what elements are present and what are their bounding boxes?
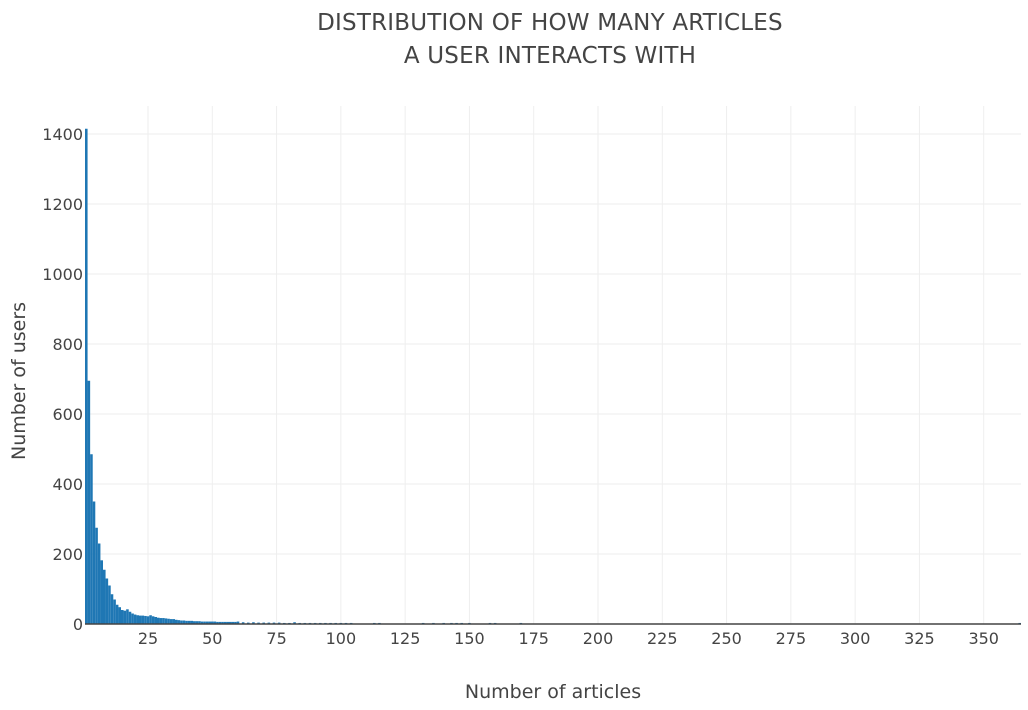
histogram-bar — [139, 615, 142, 624]
histogram-bar — [159, 618, 163, 624]
histogram-bar — [182, 620, 186, 624]
x-tick-label: 25 — [138, 629, 158, 648]
bar-layer — [85, 128, 1021, 624]
histogram-bar — [118, 607, 121, 624]
histogram-bar — [113, 599, 116, 624]
histogram-bar — [231, 621, 235, 624]
histogram-bar — [115, 604, 119, 624]
tick-layer: 25 50 75 100 125 150 175 200 225 250 275 300 325 350 0… — [42, 125, 999, 648]
histogram-bar — [146, 616, 150, 624]
x-axis-label: Number of articles — [464, 681, 642, 703]
histogram-bar — [205, 621, 209, 624]
histogram-bar — [123, 610, 127, 624]
histogram-bar — [200, 621, 204, 624]
histogram-bar — [126, 609, 129, 624]
histogram-bar — [87, 380, 91, 624]
x-tick-label: 200 — [583, 629, 614, 648]
histogram-bar — [208, 621, 211, 624]
histogram-bar — [136, 615, 139, 624]
x-tick-label: 275 — [776, 629, 807, 648]
histogram-bar — [203, 621, 206, 624]
histogram-bar — [97, 543, 101, 624]
histogram-bar — [164, 618, 168, 624]
x-tick-label: 125 — [390, 629, 421, 648]
histogram-bar — [92, 501, 96, 624]
y-tick-label: 0 — [73, 615, 83, 634]
histogram-bar — [157, 617, 160, 624]
histogram-bar — [85, 128, 88, 624]
histogram-bar — [149, 615, 152, 624]
y-tick-label: 1000 — [42, 265, 83, 284]
histogram-bar — [234, 621, 237, 624]
histogram-bar — [293, 622, 296, 624]
histogram-bar — [190, 620, 193, 624]
histogram-bar — [95, 527, 98, 624]
histogram-bar — [226, 621, 229, 624]
x-tick-label: 225 — [647, 629, 678, 648]
histogram-bar — [187, 620, 191, 624]
histogram-bar — [236, 621, 240, 624]
histogram-bar — [195, 621, 199, 624]
histogram-bar — [100, 560, 103, 624]
histogram-bar — [141, 615, 145, 624]
histogram-bar — [180, 620, 183, 624]
histogram-bar — [172, 619, 175, 624]
histogram-bar — [121, 610, 124, 624]
y-tick-label: 1200 — [42, 195, 83, 214]
x-tick-label: 50 — [202, 629, 222, 648]
histogram-bar — [169, 619, 173, 624]
histogram-bar — [144, 615, 147, 624]
x-tick-label: 150 — [454, 629, 485, 648]
histogram-bar — [216, 621, 219, 624]
chart-title-line-1: DISTRIBUTION OF HOW MANY ARTICLES — [317, 10, 783, 36]
histogram-bar — [185, 620, 188, 624]
histogram-bar — [154, 617, 157, 624]
y-tick-label: 400 — [52, 475, 83, 494]
x-tick-label: 75 — [266, 629, 286, 648]
histogram-bar — [90, 454, 93, 624]
histogram-bar — [103, 569, 106, 624]
histogram-bar — [110, 594, 114, 624]
histogram-bar — [213, 621, 217, 624]
histogram-bar — [133, 614, 137, 624]
x-tick-label: 100 — [326, 629, 357, 648]
y-tick-label: 1400 — [42, 125, 83, 144]
histogram-bar — [177, 620, 181, 624]
histogram-bar — [162, 618, 165, 624]
x-tick-label: 175 — [518, 629, 549, 648]
y-tick-label: 600 — [52, 405, 83, 424]
histogram-bar — [151, 616, 155, 624]
chart-title-line-2: A USER INTERACTS WITH — [403, 43, 697, 69]
y-tick-label: 800 — [52, 335, 83, 354]
histogram-bar — [223, 621, 227, 624]
x-tick-label: 325 — [904, 629, 935, 648]
histogram-bar — [198, 621, 201, 624]
histogram-bar — [221, 621, 224, 624]
y-tick-label: 200 — [52, 545, 83, 564]
histogram-bar — [218, 621, 222, 624]
histogram-bar — [167, 618, 170, 624]
histogram-bar — [241, 622, 245, 624]
histogram-bar — [131, 613, 134, 624]
histogram-bar — [211, 621, 214, 624]
x-tick-label: 350 — [968, 629, 999, 648]
histogram-bar — [105, 578, 109, 624]
y-axis-label: Number of users — [8, 301, 30, 460]
histogram-bar — [229, 621, 232, 624]
grid-layer — [85, 106, 1021, 624]
histogram-bar — [193, 621, 196, 624]
histogram-bar — [128, 611, 132, 624]
histogram-bar — [252, 622, 255, 624]
x-tick-label: 250 — [711, 629, 742, 648]
x-tick-label: 300 — [840, 629, 871, 648]
histogram-bar — [108, 585, 111, 624]
histogram-bar — [175, 619, 178, 624]
